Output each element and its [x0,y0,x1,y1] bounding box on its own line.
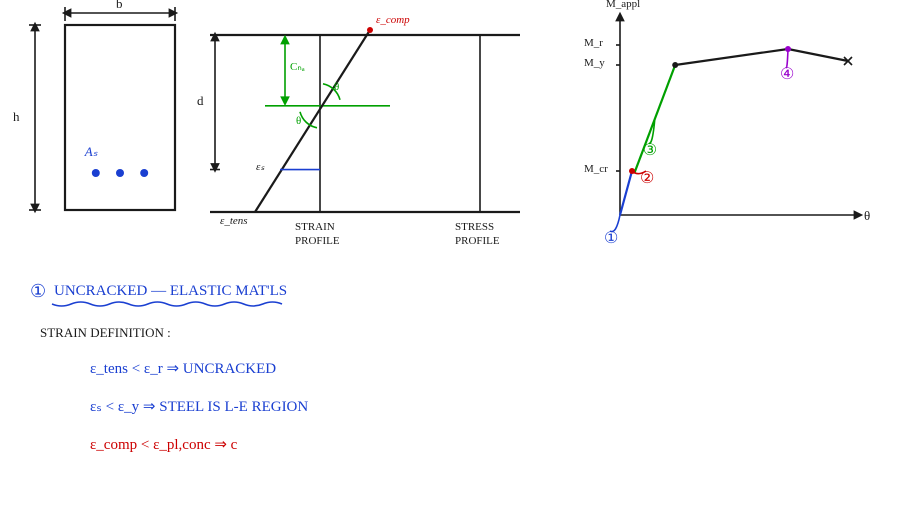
label-ecomp: ε_comp [376,15,410,26]
graph-seg [675,49,788,65]
n3: ε_comp < ε_pl,conc ⇒ c [90,438,237,453]
graph-my-dot [672,62,678,68]
ecomp-dot [367,27,373,33]
caption-strain: STRAIN [295,222,335,233]
caption-stress: STRESS [455,222,494,233]
label-Mappl: M_appl [606,0,640,10]
label-h: h [13,110,20,123]
marker-m1: ① [604,231,618,247]
n2: εₛ < ε_y ⇒ STEEL IS L-E REGION [90,400,308,415]
ytick-Mr: M_r [584,38,603,49]
label-As: Aₛ [85,145,98,158]
label-d: d [197,94,204,107]
marker-m2: ② [640,171,654,187]
strain-line [255,30,370,212]
rebar-dot [92,169,100,177]
heading-underline [52,302,282,306]
graph-seg [788,49,848,61]
label-theta-axis: θ [864,209,870,222]
n1: ε_tens < ε_r ⇒ UNCRACKED [90,362,276,377]
graph-seg [620,171,632,215]
label-etens: ε_tens [220,216,248,227]
heading-num: ① [30,282,46,300]
marker-m3: ③ [643,143,657,159]
ytick-Mcr: M_cr [584,164,608,175]
label-es: εₛ [256,162,264,173]
subheading: STRAIN DEFINITION : [40,326,171,339]
ytick-My: M_y [584,58,605,69]
label-theta: θ [334,82,339,93]
rebar-dot [140,169,148,177]
heading: UNCRACKED — ELASTIC MAT'LS [54,284,287,299]
label-b: b [116,0,123,10]
label-cna: Cₙₐ [290,62,305,73]
marker-m4: ④ [780,67,794,83]
rebar-dot [116,169,124,177]
section-rect [65,25,175,210]
